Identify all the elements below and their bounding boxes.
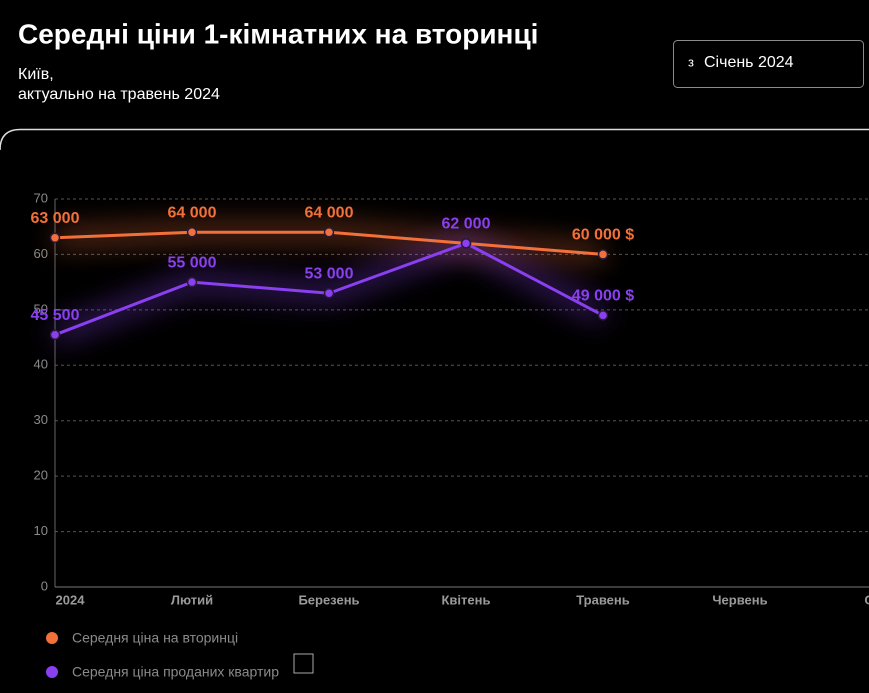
y-tick-label: 70 xyxy=(34,190,48,205)
y-tick-label: 40 xyxy=(34,357,48,372)
subtitle: Київ, xyxy=(18,66,54,83)
x-tick-label: Лютий xyxy=(171,592,213,607)
data-label: 63 000 xyxy=(31,210,80,227)
point xyxy=(597,310,609,321)
data-label: 64 000 xyxy=(305,204,354,221)
x-tick-label: Травень xyxy=(576,592,630,607)
data-label: 49 000 $ xyxy=(572,288,634,305)
x-tick-label: Квітень xyxy=(442,592,491,607)
point xyxy=(186,227,198,238)
data-label: 55 000 xyxy=(168,254,217,271)
filter-value[interactable]: Січень 2024 xyxy=(704,54,794,71)
data-label: 62 000 xyxy=(442,216,491,233)
x-tick-label: Червень xyxy=(712,592,767,607)
panel-corner xyxy=(0,108,6,130)
broken-image xyxy=(293,653,314,674)
chart-title: Середні ціни 1-кімнатних на вторинці xyxy=(18,18,538,49)
data-label: 45 500 xyxy=(31,307,80,324)
data-label: 60 000 $ xyxy=(572,227,634,244)
point xyxy=(460,238,472,249)
y-tick-label: 0 xyxy=(41,578,48,593)
y-tick-label: 10 xyxy=(34,523,48,538)
legend-marker xyxy=(46,666,58,678)
y-tick-label: 60 xyxy=(34,246,48,261)
point xyxy=(49,232,61,244)
legend-label: Середня ціна на вторинці xyxy=(72,630,238,646)
y-tick-label: 20 xyxy=(34,468,48,483)
point xyxy=(597,249,609,260)
point xyxy=(49,329,61,341)
x-tick-label: 2024 xyxy=(56,592,86,607)
legend-marker xyxy=(46,632,58,644)
point xyxy=(323,287,335,299)
y-tick-label: 50 xyxy=(34,301,48,316)
point xyxy=(323,227,335,238)
point xyxy=(186,276,198,288)
x-tick-label: Березень xyxy=(298,592,359,607)
subtitle: актуально на травень 2024 xyxy=(18,86,220,103)
filter-prefix: з xyxy=(688,54,694,69)
panel-border xyxy=(0,128,869,151)
legend-label: Середня ціна проданих квартир xyxy=(72,664,279,680)
data-label: 64 000 xyxy=(168,204,217,221)
x-tick-label: Сьо xyxy=(864,592,869,607)
date-filter[interactable] xyxy=(673,40,864,88)
data-label: 53 000 xyxy=(305,265,354,282)
y-tick-label: 30 xyxy=(34,412,48,427)
